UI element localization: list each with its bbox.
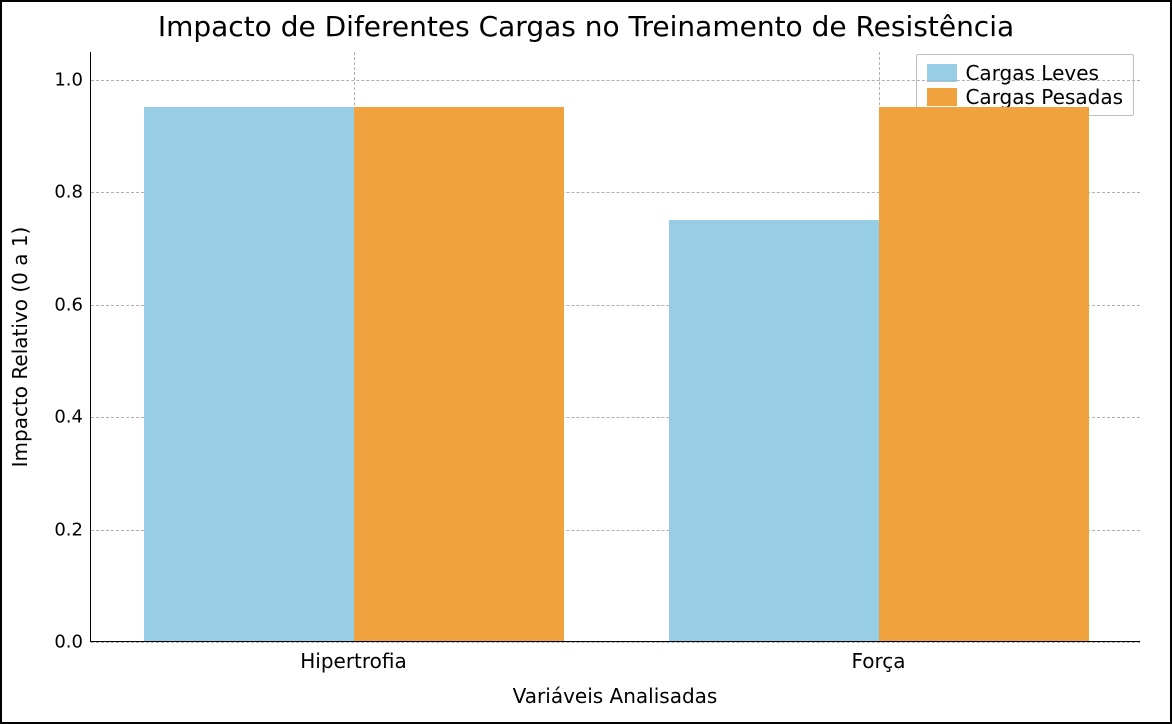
- x-axis-label: Variáveis Analisadas: [90, 684, 1140, 708]
- bar: [879, 107, 1089, 641]
- gridline-horizontal: [91, 642, 1140, 643]
- x-tick-label: Força: [851, 641, 905, 673]
- x-tick-label: Hipertrofia: [300, 641, 407, 673]
- plot-area: Cargas LevesCargas Pesadas 0.00.20.40.60…: [90, 52, 1140, 642]
- bar: [669, 220, 879, 641]
- bar: [354, 107, 564, 641]
- chart-title: Impacto de Diferentes Cargas no Treiname…: [2, 10, 1170, 43]
- y-axis-label: Impacto Relativo (0 a 1): [8, 227, 32, 468]
- y-tick-label: 0.2: [54, 519, 91, 540]
- chart-frame: Impacto de Diferentes Cargas no Treiname…: [0, 0, 1172, 724]
- legend-item: Cargas Leves: [927, 61, 1123, 85]
- y-tick-label: 0.6: [54, 294, 91, 315]
- legend-label: Cargas Leves: [965, 61, 1098, 85]
- legend-item: Cargas Pesadas: [927, 85, 1123, 109]
- bar: [144, 107, 354, 641]
- y-tick-label: 1.0: [54, 70, 91, 91]
- y-tick-label: 0.8: [54, 182, 91, 203]
- y-tick-label: 0.4: [54, 407, 91, 428]
- legend-swatch: [927, 88, 957, 106]
- y-tick-label: 0.0: [54, 632, 91, 653]
- gridline-horizontal: [91, 80, 1140, 81]
- legend-label: Cargas Pesadas: [965, 85, 1123, 109]
